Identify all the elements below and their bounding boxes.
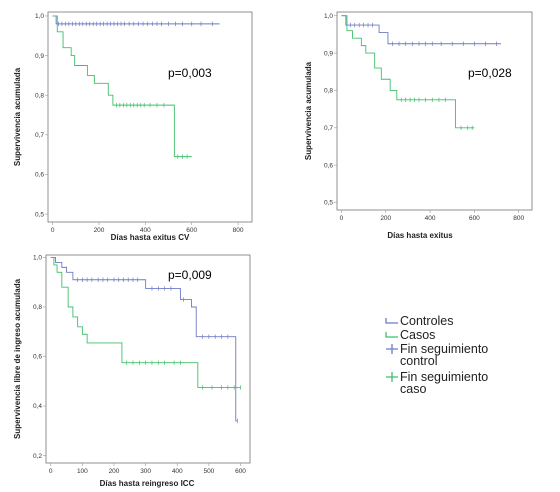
y-tick-label: 0,8 xyxy=(33,304,42,311)
y-tick-label: 0,8 xyxy=(324,88,333,95)
y-tick-label: 1,0 xyxy=(324,13,333,20)
x-tick-label: 400 xyxy=(425,215,436,222)
km-chart-exitus-cv: 0,5 0,6 0,7 0,8 0,9 1,0 0 200 400 600 800 Días hast… xyxy=(13,11,253,242)
x-tick-label: 600 xyxy=(186,227,197,234)
legend-censor-icon xyxy=(386,344,398,354)
km-chart-exitus: 0,5 0,6 0,7 0,8 0,9 1,0 0 200 400 600 800 Días hast… xyxy=(304,11,533,240)
series-line-cases xyxy=(52,15,192,158)
y-tick-label: 0,4 xyxy=(33,403,42,410)
legend-item-0: Controles xyxy=(385,314,454,328)
y-tick-label: 0,2 xyxy=(33,453,42,460)
legend-label: Controles xyxy=(400,314,454,328)
x-axis-label: Días hasta exitus CV xyxy=(111,233,190,242)
x-tick-label: 300 xyxy=(140,468,151,475)
plot-frame xyxy=(336,11,533,211)
legend-line-controls-icon xyxy=(385,318,398,324)
y-axis-label: Supervivencia acumulada xyxy=(304,61,313,160)
x-tick-label: 400 xyxy=(172,468,183,475)
x-tick-label: 0 xyxy=(340,215,344,222)
y-tick-label: 0,6 xyxy=(33,354,42,361)
x-tick-label: 600 xyxy=(235,468,246,475)
series-line-controls xyxy=(52,15,220,25)
x-tick-label: 600 xyxy=(469,215,480,222)
x-tick-label: 800 xyxy=(513,215,524,222)
y-axis-label: Supervivencia acumulada xyxy=(13,67,22,166)
y-tick-label: 0,6 xyxy=(324,162,333,169)
y-tick-label: 0,5 xyxy=(35,211,44,218)
y-tick-label: 0,5 xyxy=(324,200,333,207)
x-tick-label: 200 xyxy=(380,215,391,222)
x-tick-label: 100 xyxy=(77,468,88,475)
plot-frame xyxy=(45,254,251,464)
x-tick-label: 0 xyxy=(51,227,55,234)
x-tick-label: 500 xyxy=(203,468,214,475)
y-tick-label: 0,7 xyxy=(324,125,333,132)
legend-censor-icon xyxy=(386,372,398,382)
y-tick-label: 1,0 xyxy=(35,13,44,20)
y-tick-label: 0,9 xyxy=(35,53,44,60)
x-tick-label: 200 xyxy=(94,227,105,234)
plot-frame xyxy=(47,11,253,223)
x-axis-label: Días hasta reingreso ICC xyxy=(100,479,195,488)
p-value-annotation: p=0,003 xyxy=(168,66,212,80)
legend-line-cases-icon xyxy=(385,332,398,338)
legend-label: caso xyxy=(400,382,426,396)
y-tick-label: 1,0 xyxy=(33,255,42,262)
p-value-annotation: p=0,028 xyxy=(468,66,512,80)
x-tick-label: 800 xyxy=(233,227,244,234)
series-line-cases xyxy=(341,15,475,129)
series-line-cases xyxy=(50,257,241,388)
legend-label: Fin seguimiento xyxy=(400,342,488,356)
series-line-controls xyxy=(341,15,501,45)
legend-item-1: Casos xyxy=(385,328,435,342)
legend-label: control xyxy=(400,354,438,368)
y-tick-label: 0,9 xyxy=(324,50,333,57)
x-tick-label: 200 xyxy=(109,468,120,475)
x-tick-label: 0 xyxy=(49,468,53,475)
y-axis-label: Supervivencia libre de ingreso acumulada xyxy=(13,278,22,439)
p-value-annotation: p=0,009 xyxy=(168,268,212,282)
legend-label: Casos xyxy=(400,328,435,342)
km-chart-reingreso-icc: 0,2 0,4 0,6 0,8 1,0 0 100 200 300 400 500 600 Días h… xyxy=(13,254,251,488)
x-tick-label: 400 xyxy=(140,227,151,234)
y-tick-label: 0,7 xyxy=(35,132,44,139)
legend-label: Fin seguimiento xyxy=(400,370,488,384)
x-axis-label: Días hasta exitus xyxy=(387,231,453,240)
y-tick-label: 0,6 xyxy=(35,172,44,179)
y-tick-label: 0,8 xyxy=(35,92,44,99)
